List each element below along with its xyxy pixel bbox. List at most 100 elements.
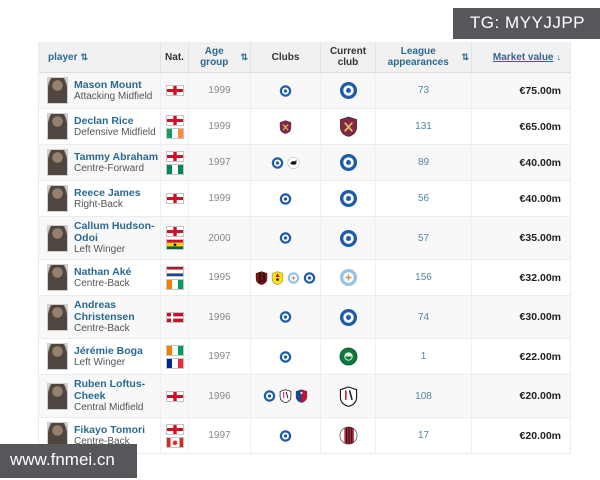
netherlands-flag-icon: [165, 265, 184, 277]
age-group-cell: 1997: [189, 339, 251, 374]
league-appearances-link[interactable]: 131: [415, 121, 432, 132]
market-value: €40.00m: [519, 192, 561, 205]
chelsea-badge-icon[interactable]: [279, 231, 292, 245]
chelsea-badge-icon[interactable]: [279, 310, 292, 324]
league-appearances-link[interactable]: 89: [417, 157, 430, 168]
sort-descending-icon[interactable]: ↓: [556, 51, 562, 62]
chelsea-badge-icon[interactable]: [279, 192, 292, 206]
player-photo[interactable]: [47, 303, 68, 331]
player-photo[interactable]: [47, 264, 68, 291]
column-header-market-value-label: Market value: [492, 51, 554, 63]
player-photo[interactable]: [47, 343, 68, 370]
league-appearances-link[interactable]: 156: [415, 272, 432, 283]
chelsea-badge-icon[interactable]: [303, 271, 316, 285]
player-cell: Ruben Loftus-Cheek Central Midfield: [39, 375, 161, 417]
league-appearances-link[interactable]: 74: [417, 311, 430, 323]
player-name-link[interactable]: Jérémie Boga: [74, 344, 143, 357]
market-value-cell: €20.00m: [472, 418, 570, 453]
bournemouth-badge-icon[interactable]: [255, 270, 268, 285]
crystal-palace-badge-icon[interactable]: [295, 389, 308, 403]
sort-icon[interactable]: ⇅: [240, 51, 248, 62]
chelsea-badge-icon[interactable]: [279, 350, 292, 364]
table-row: Declan Rice Defensive Midfield 1999 131 €65.…: [39, 109, 570, 145]
ghana-flag-icon: [165, 239, 184, 250]
player-photo[interactable]: [47, 149, 68, 176]
chelsea-badge-icon[interactable]: [279, 429, 292, 443]
column-header-market-value[interactable]: Market value ↓: [472, 42, 570, 72]
player-name-link[interactable]: Ruben Loftus-Cheek: [74, 378, 146, 402]
player-name-link[interactable]: Mason Mount: [74, 78, 142, 91]
chelsea-badge-icon[interactable]: [339, 152, 358, 173]
player-name-link[interactable]: Callum Hudson-Odoi: [74, 220, 155, 244]
sort-icon[interactable]: ⇅: [80, 51, 89, 62]
player-info: Andreas Christensen Centre-Back: [74, 299, 160, 335]
age-group-value: 1999: [208, 193, 231, 204]
ac-milan-badge-icon[interactable]: [339, 425, 358, 446]
man-city-badge-icon[interactable]: [339, 267, 358, 288]
chelsea-badge-icon[interactable]: [339, 188, 358, 209]
player-name-link[interactable]: Tammy Abraham: [74, 150, 159, 163]
league-appearances-cell: 156: [376, 260, 472, 295]
league-appearances-link[interactable]: 17: [417, 430, 430, 441]
league-appearances-link[interactable]: 73: [417, 85, 430, 96]
fulham-badge-icon[interactable]: [279, 389, 292, 404]
fulham-badge-icon[interactable]: [339, 385, 358, 407]
player-name-link[interactable]: Fikayo Tomori: [74, 423, 145, 436]
player-position: Attacking Midfield: [74, 90, 153, 102]
watford-badge-icon[interactable]: [271, 270, 284, 285]
current-club-cell: [321, 145, 376, 180]
current-club-cell: [321, 418, 376, 453]
league-appearances-cell: 89: [376, 145, 472, 180]
west-ham-badge-icon[interactable]: [339, 116, 358, 137]
age-group-value: 1995: [208, 272, 231, 283]
column-header-age-group[interactable]: Age group ⇅: [189, 42, 251, 72]
player-photo[interactable]: [47, 185, 68, 212]
chelsea-badge-icon[interactable]: [271, 156, 284, 170]
sort-icon[interactable]: ⇅: [461, 51, 469, 62]
player-name-link[interactable]: Declan Rice: [74, 114, 134, 127]
column-header-player[interactable]: player ⇅: [39, 42, 161, 72]
player-name-link[interactable]: Andreas Christensen: [74, 299, 135, 323]
league-appearances-link[interactable]: 57: [417, 232, 430, 244]
column-header-appearances-label: League appearances: [387, 46, 449, 68]
chelsea-badge-icon[interactable]: [279, 84, 292, 98]
west-ham-badge-icon[interactable]: [279, 119, 292, 134]
league-appearances-link[interactable]: 56: [417, 193, 430, 204]
column-header-league-appearances[interactable]: League appearances ⇅: [376, 42, 472, 72]
market-value: €30.00m: [519, 311, 561, 323]
market-value-cell: €22.00m: [472, 339, 570, 374]
table-row: Reece James Right-Back 1999 56 €40.00m: [39, 181, 570, 217]
player-photo[interactable]: [47, 224, 68, 252]
player-photo[interactable]: [47, 113, 68, 140]
column-header-player-label: player: [48, 51, 78, 63]
league-appearances-cell: 1: [376, 339, 472, 374]
england-flag-icon: [165, 390, 184, 402]
player-position: Centre-Back: [74, 435, 130, 447]
player-name-link[interactable]: Reece James: [74, 186, 141, 199]
player-position: Centre-Back: [74, 323, 130, 334]
column-header-current-club: Current club: [321, 42, 376, 72]
player-photo[interactable]: [47, 77, 68, 104]
age-group-value: 1997: [208, 351, 231, 362]
nationality-cell: [161, 73, 189, 108]
player-position: Left Winger: [74, 244, 126, 255]
league-appearances-link[interactable]: 108: [415, 390, 432, 402]
age-group-cell: 1995: [189, 260, 251, 295]
player-info: Tammy Abraham Centre-Forward: [74, 151, 158, 175]
chelsea-badge-icon[interactable]: [339, 228, 358, 249]
sassuolo-badge-icon[interactable]: [339, 346, 358, 367]
swansea-badge-icon[interactable]: [287, 156, 300, 170]
ireland-flag-icon: [165, 127, 184, 139]
player-name-link[interactable]: Nathan Aké: [74, 265, 132, 278]
player-cell: Fikayo Tomori Centre-Back: [39, 418, 161, 453]
table-row: Tammy Abraham Centre-Forward 1997 89 €40.00m: [39, 145, 570, 181]
chelsea-badge-icon[interactable]: [263, 389, 276, 403]
chelsea-badge-icon[interactable]: [339, 80, 358, 101]
league-appearances-link[interactable]: 1: [420, 351, 427, 362]
market-value-cell: €30.00m: [472, 296, 570, 338]
nationality-cell: [161, 145, 189, 180]
nationality-cell: [161, 109, 189, 144]
chelsea-badge-icon[interactable]: [339, 307, 358, 328]
player-photo[interactable]: [47, 382, 68, 410]
man-city-badge-icon[interactable]: [287, 271, 300, 285]
